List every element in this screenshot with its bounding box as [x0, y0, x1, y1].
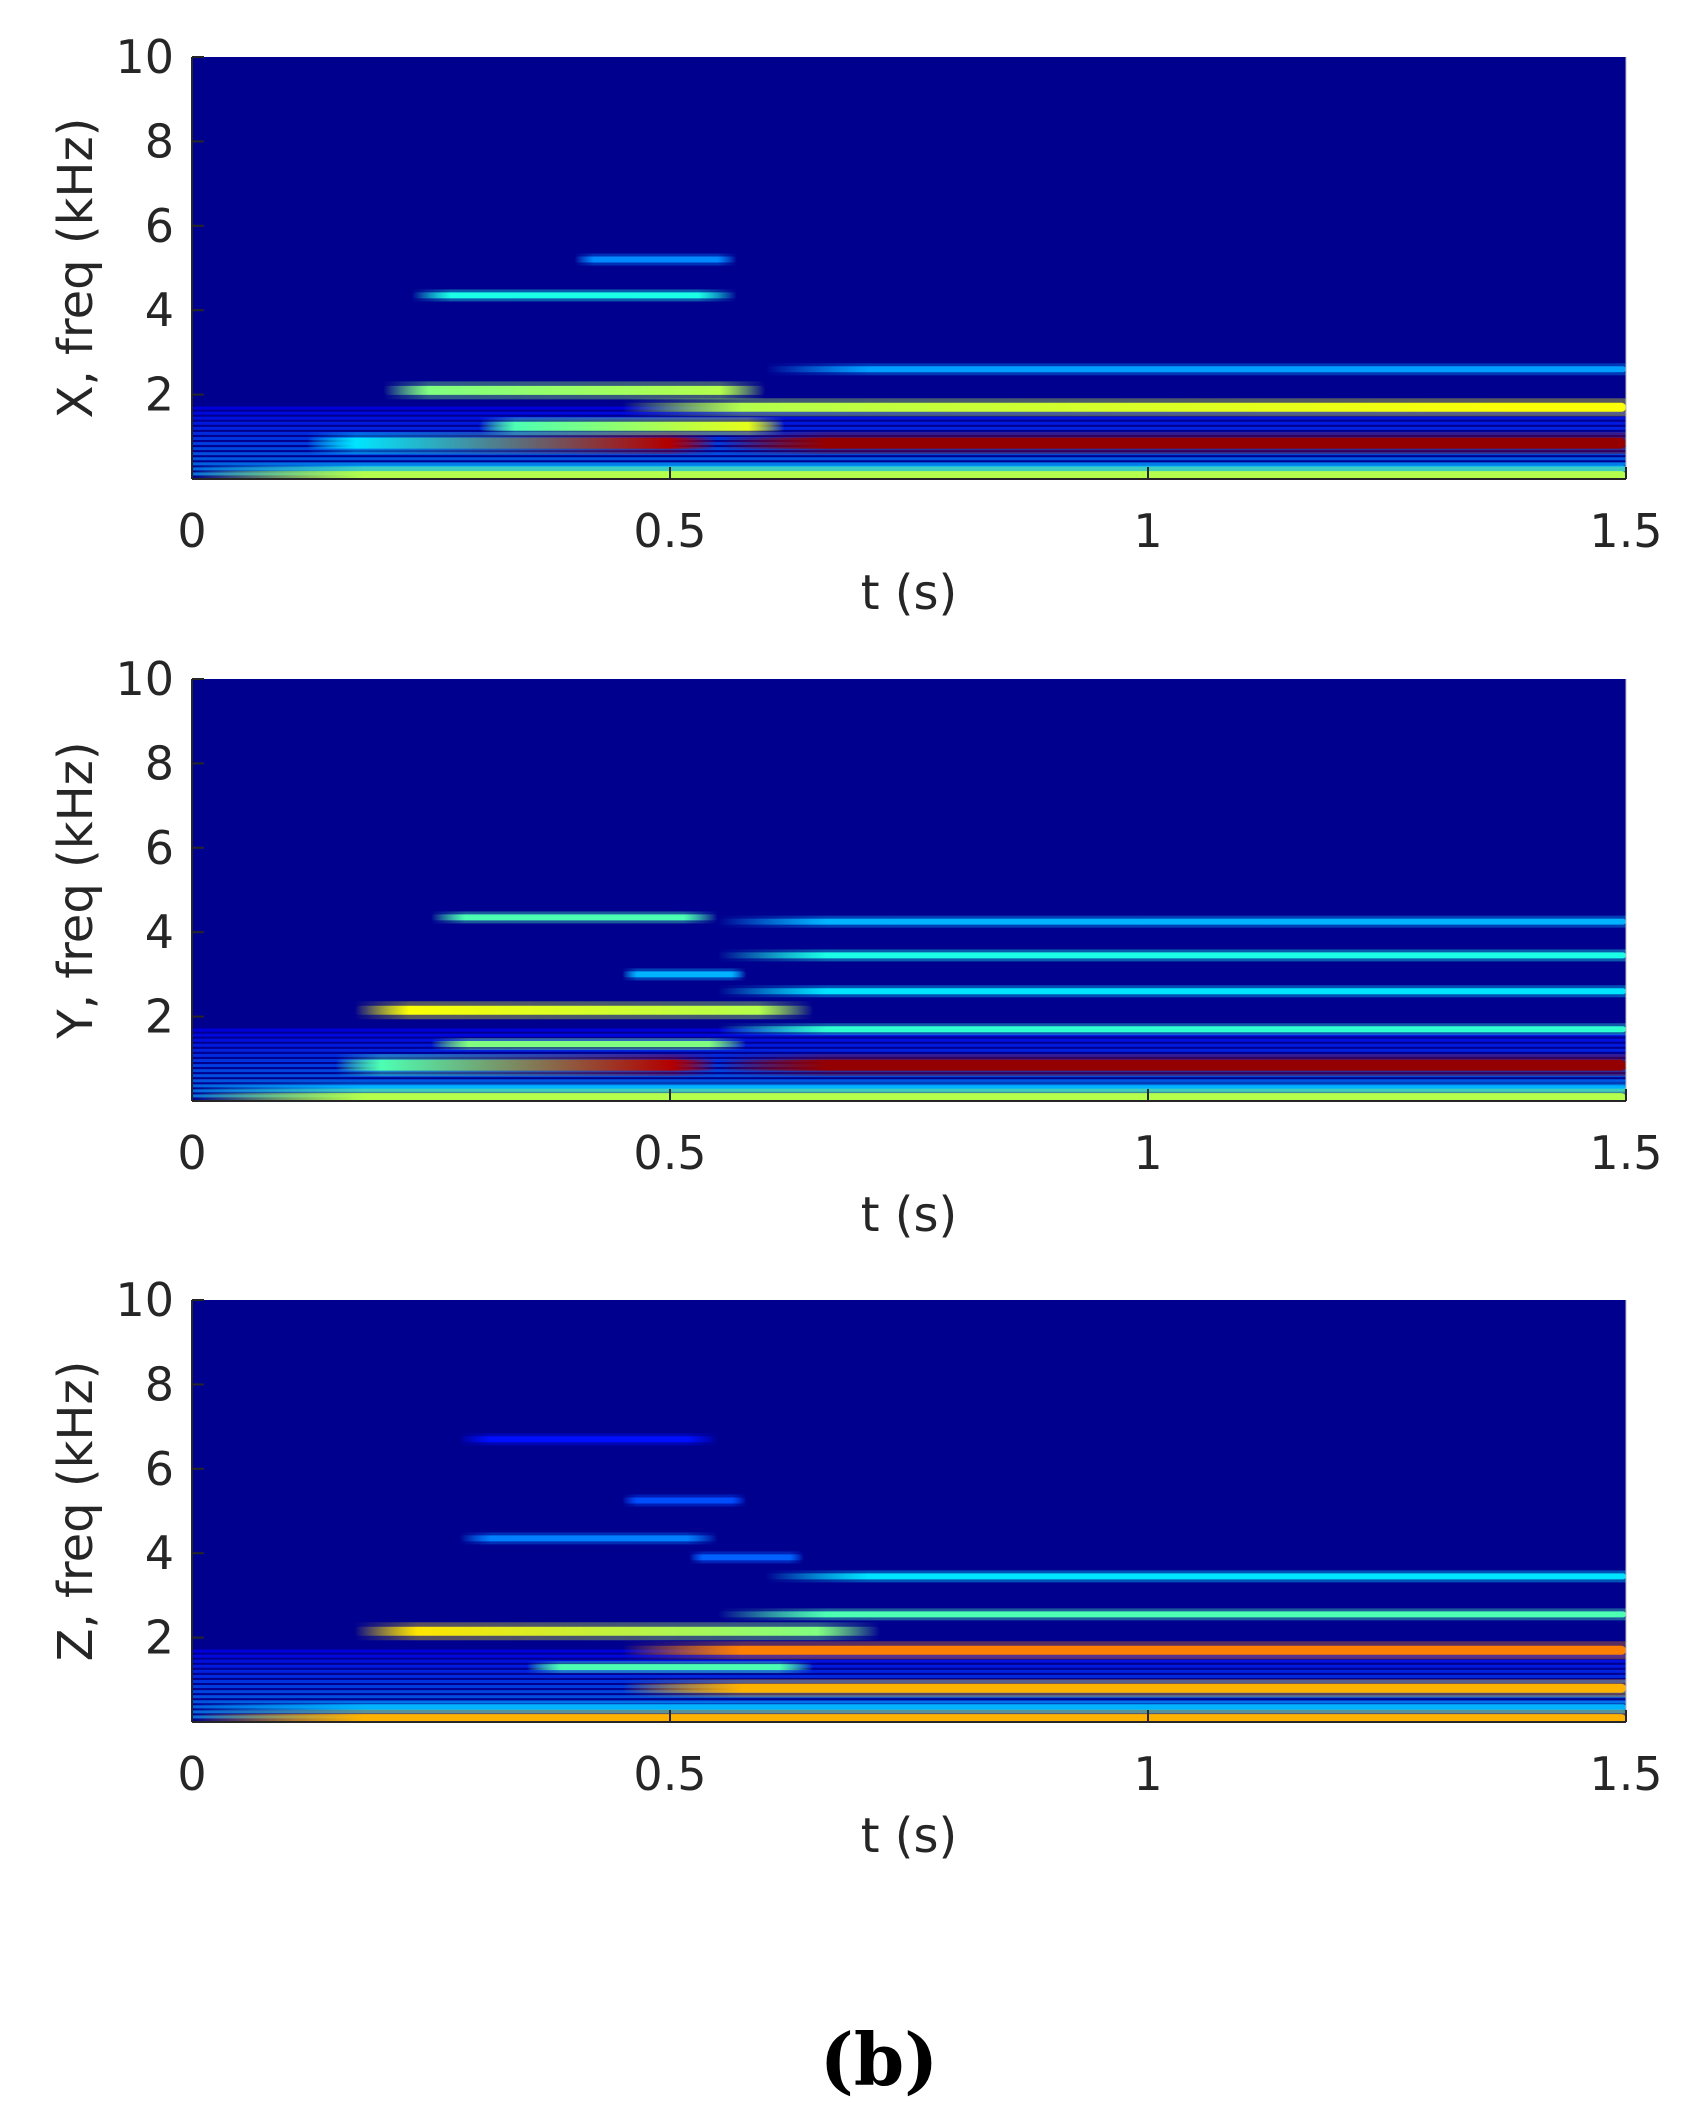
- y-tick-label: 2: [145, 368, 174, 422]
- y-tick-label: 6: [145, 199, 174, 253]
- spectral-band: [459, 1535, 718, 1542]
- y-axis-label: X, freq (kHz): [48, 118, 104, 419]
- spectral-band: [574, 256, 737, 263]
- x-tick-label: 1: [1133, 504, 1162, 558]
- x-axis-label: t (s): [861, 565, 958, 621]
- x-tick-label: 0.5: [633, 504, 706, 558]
- low-freq-stripe: [192, 1664, 1626, 1668]
- spectral-band: [717, 1026, 1626, 1033]
- x-tick-label: 1.5: [1589, 504, 1662, 558]
- y-tick-label: 10: [115, 30, 174, 84]
- low-freq-stripe: [192, 1669, 1626, 1673]
- spectral-band: [478, 421, 785, 431]
- y-tick-label: 2: [145, 1611, 174, 1665]
- spectral-band: [717, 437, 1626, 449]
- x-tick-label: 1: [1133, 1126, 1162, 1180]
- panel-y: 0 0.5 1 1.5 2 4 6 8 10 t (s) Y, freq (kHz): [48, 652, 1663, 1243]
- spectral-band: [717, 988, 1626, 995]
- low-freq-stripe: [192, 1038, 1626, 1042]
- spectral-band: [717, 1611, 1626, 1618]
- y-tick-label: 4: [145, 905, 174, 959]
- y-tick-label: 8: [145, 114, 174, 168]
- spectral-band: [192, 1704, 1626, 1711]
- spectral-band: [717, 1059, 1626, 1071]
- low-freq-stripe: [192, 1048, 1626, 1052]
- low-freq-stripe: [192, 1043, 1626, 1047]
- y-tick-label: 8: [145, 736, 174, 790]
- x-tick-label: 0: [177, 504, 206, 558]
- low-freq-stripe: [192, 416, 1626, 420]
- low-freq-stripe: [192, 457, 1626, 461]
- low-freq-stripe: [192, 1674, 1626, 1678]
- y-tick-label: 4: [145, 283, 174, 337]
- y-tick-label: 10: [115, 1273, 174, 1327]
- spectral-band: [192, 1714, 1626, 1722]
- spectral-band: [354, 1005, 814, 1015]
- spectral-band: [431, 1041, 747, 1048]
- spectral-band: [383, 385, 766, 395]
- low-freq-stripe: [192, 426, 1626, 430]
- spectrogram-background: [192, 679, 1626, 1101]
- figure-label: (b): [820, 2017, 938, 2102]
- y-tick-label: 8: [145, 1357, 174, 1411]
- spectral-band: [622, 1683, 1626, 1693]
- spectral-band: [459, 1436, 718, 1443]
- x-tick-label: 0.5: [633, 1747, 706, 1801]
- spectral-band: [411, 292, 737, 299]
- spectral-band: [526, 1664, 814, 1671]
- panel-z: 0 0.5 1 1.5 2 4 6 8 10 t (s) Z, freq (kHz): [48, 1273, 1663, 1864]
- panel-x: 0 0.5 1 1.5 2 4 6 8 10 t (s) X, freq (kHz): [48, 30, 1663, 621]
- y-tick-label: 10: [115, 652, 174, 706]
- spectral-band: [622, 971, 747, 978]
- spectral-band: [765, 1573, 1626, 1580]
- x-tick-label: 1: [1133, 1747, 1162, 1801]
- spectral-band: [622, 402, 1626, 412]
- spectral-band: [717, 952, 1626, 959]
- spectral-band: [622, 1645, 1626, 1655]
- spectral-band: [192, 471, 1626, 479]
- y-tick-label: 6: [145, 1442, 174, 1496]
- y-axis-label: Z, freq (kHz): [48, 1361, 104, 1662]
- y-axis-label: Y, freq (kHz): [48, 741, 104, 1039]
- y-tick-label: 4: [145, 1526, 174, 1580]
- spectral-band: [306, 437, 718, 449]
- low-freq-stripe: [192, 1079, 1626, 1083]
- spectral-band: [622, 1497, 747, 1504]
- spectral-band: [431, 914, 718, 921]
- low-freq-stripe: [192, 421, 1626, 425]
- x-tick-label: 0: [177, 1126, 206, 1180]
- x-axis-label: t (s): [861, 1187, 958, 1243]
- x-tick-label: 0: [177, 1747, 206, 1801]
- spectral-band: [192, 1093, 1626, 1101]
- spectral-band: [765, 366, 1626, 373]
- low-freq-stripe: [192, 1659, 1626, 1663]
- spectral-band: [689, 1554, 804, 1561]
- spectral-band: [354, 1626, 881, 1636]
- spectral-band: [717, 918, 1626, 925]
- y-tick-label: 2: [145, 990, 174, 1044]
- spectral-band: [335, 1059, 718, 1071]
- y-tick-label: 6: [145, 821, 174, 875]
- x-axis-label: t (s): [861, 1808, 958, 1864]
- x-tick-label: 1.5: [1589, 1126, 1662, 1180]
- x-tick-label: 1.5: [1589, 1747, 1662, 1801]
- x-tick-label: 0.5: [633, 1126, 706, 1180]
